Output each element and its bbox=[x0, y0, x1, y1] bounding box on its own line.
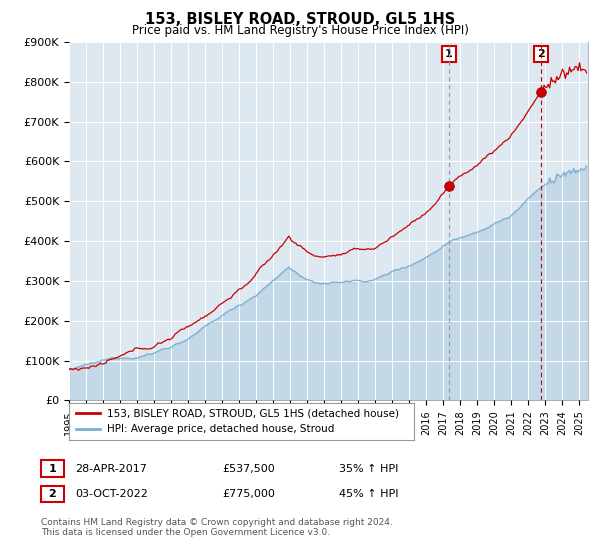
Text: £775,000: £775,000 bbox=[222, 489, 275, 499]
Text: 1: 1 bbox=[445, 49, 453, 59]
Text: Price paid vs. HM Land Registry's House Price Index (HPI): Price paid vs. HM Land Registry's House … bbox=[131, 24, 469, 37]
Text: 153, BISLEY ROAD, STROUD, GL5 1HS (detached house): 153, BISLEY ROAD, STROUD, GL5 1HS (detac… bbox=[107, 408, 399, 418]
Text: HPI: Average price, detached house, Stroud: HPI: Average price, detached house, Stro… bbox=[107, 424, 334, 435]
Text: 03-OCT-2022: 03-OCT-2022 bbox=[75, 489, 148, 499]
Text: 1: 1 bbox=[49, 464, 56, 474]
Text: 28-APR-2017: 28-APR-2017 bbox=[75, 464, 147, 474]
Text: 2: 2 bbox=[538, 49, 545, 59]
Text: 45% ↑ HPI: 45% ↑ HPI bbox=[339, 489, 398, 499]
Text: 153, BISLEY ROAD, STROUD, GL5 1HS: 153, BISLEY ROAD, STROUD, GL5 1HS bbox=[145, 12, 455, 27]
Text: 35% ↑ HPI: 35% ↑ HPI bbox=[339, 464, 398, 474]
Text: 2: 2 bbox=[49, 489, 56, 499]
Text: £537,500: £537,500 bbox=[222, 464, 275, 474]
Text: Contains HM Land Registry data © Crown copyright and database right 2024.
This d: Contains HM Land Registry data © Crown c… bbox=[41, 518, 392, 538]
